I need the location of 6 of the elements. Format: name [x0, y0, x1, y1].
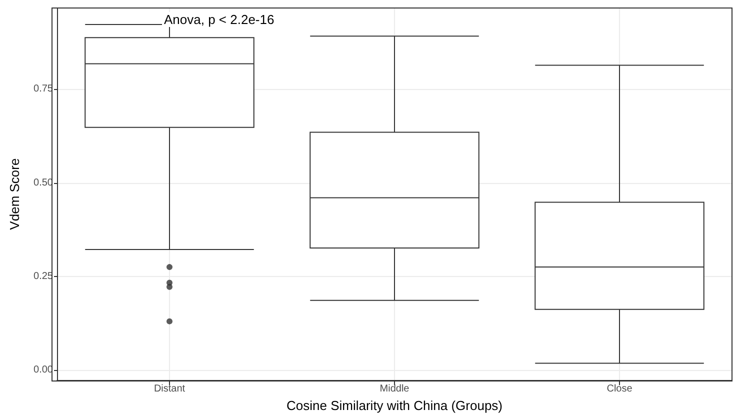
- x-tick-label: Close: [606, 384, 633, 395]
- y-axis-title: Vdem Score: [7, 158, 22, 230]
- x-tick-label: Middle: [380, 384, 410, 395]
- x-axis-title: Cosine Similarity with China (Groups): [286, 398, 503, 413]
- x-tick-label: Distant: [154, 384, 186, 395]
- annotation: Anova, p < 2.2e-16: [164, 12, 274, 27]
